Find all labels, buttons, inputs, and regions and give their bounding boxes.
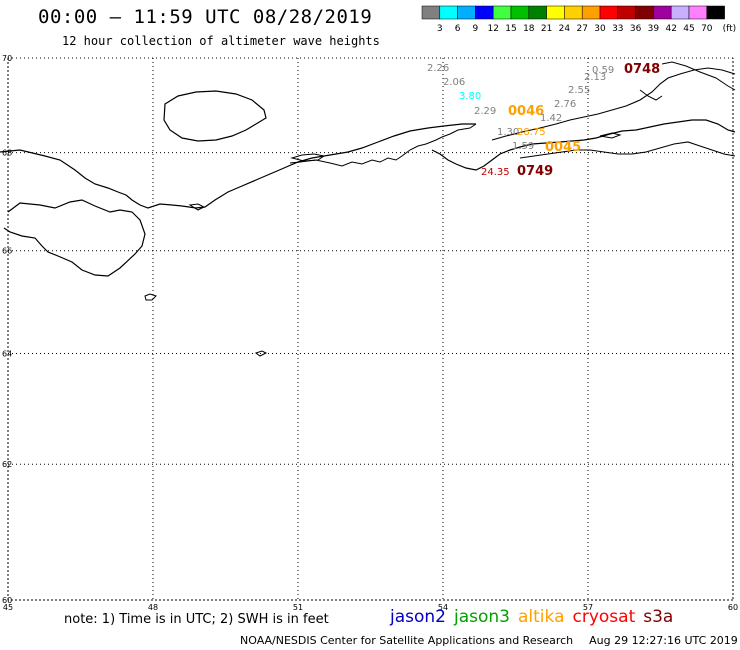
legend-bin-label: 33 [612, 24, 623, 34]
wave-height-label: 2.29 [474, 106, 496, 117]
page-subtitle: 12 hour collection of altimeter wave hei… [62, 34, 380, 48]
legend-bin-label: 21 [541, 24, 552, 34]
axis-tick-labels: 45 48 51 54 57 60 70 68 66 64 62 60 [2, 54, 738, 612]
wave-height-label: 0045 [545, 140, 581, 155]
lat-tick-label: 66 [2, 247, 12, 256]
wave-height-label: 0748 [624, 62, 660, 77]
wave-height-label: 0.59 [592, 65, 614, 76]
legend-unit: (ft) [723, 24, 737, 34]
generated-timestamp: Aug 29 12:27:16 UTC 2019 [589, 634, 738, 647]
footer-credit: NOAA/NESDIS Center for Satellite Applica… [240, 634, 738, 647]
satellite-name: altika [518, 607, 565, 627]
wave-height-label: 28.75 [517, 127, 546, 138]
lat-tick-label: 70 [2, 54, 12, 63]
legend-swatch [706, 5, 725, 20]
satellite-name: s3a [643, 607, 674, 627]
wave-height-label: 2.06 [443, 77, 465, 88]
wave-height-label: 3.80 [459, 91, 481, 102]
lat-lon-grid [7, 57, 734, 601]
legend-bin-label: 27 [576, 24, 587, 34]
legend-bin-label: 9 [473, 24, 479, 34]
satellite-name: jason2 [390, 607, 446, 627]
lon-tick-label: 57 [583, 603, 593, 612]
legend-bin-label: 3 [437, 24, 443, 34]
lon-tick-label: 48 [148, 603, 158, 612]
legend-bin-label: 12 [487, 24, 498, 34]
legend-bin-label: 24 [559, 24, 571, 34]
wave-height-label: 1.30 [497, 127, 519, 138]
footer-note: note: 1) Time is in UTC; 2) SWH is in fe… [64, 612, 329, 627]
wave-height-label: 0749 [517, 164, 553, 179]
legend-bin-label: 18 [523, 24, 535, 34]
lon-tick-label: 45 [3, 603, 13, 612]
lat-tick-label: 68 [2, 149, 12, 158]
legend-bin-label: 36 [630, 24, 642, 34]
satellite-name: jason3 [454, 607, 510, 627]
wave-height-label: 2.55 [568, 85, 590, 96]
lat-tick-label: 60 [2, 596, 12, 605]
wave-height-label: 24.35 [481, 167, 510, 178]
legend-bin-label: 39 [648, 24, 660, 34]
credit-text: NOAA/NESDIS Center for Satellite Applica… [240, 634, 574, 647]
lon-tick-label: 54 [438, 603, 448, 612]
legend-bin-label: 30 [594, 24, 606, 34]
lon-tick-label: 60 [728, 603, 738, 612]
wave-height-label: 0046 [508, 104, 544, 119]
legend-bin-label: 70 [701, 24, 713, 34]
wave-height-label: 1.42 [540, 113, 562, 124]
satellite-name: cryosat [572, 607, 636, 627]
legend-bin-label: 6 [455, 24, 461, 34]
lon-tick-label: 51 [293, 603, 303, 612]
page-title: 00:00 – 11:59 UTC 08/28/2019 [38, 6, 373, 28]
coastline [0, 61, 736, 357]
wave-height-label: 2.76 [554, 99, 576, 110]
color-legend: 3 6 9 12 15 18 21 24 27 30 33 36 39 42 45 70 (ft) [421, 5, 737, 34]
wave-height-label: 1.59 [512, 141, 534, 152]
satellite-legend: jason2 jason3 altika cryosat s3a [390, 607, 681, 627]
legend-bin-label: 42 [665, 24, 676, 34]
legend-bin-label: 45 [683, 24, 694, 34]
lat-tick-label: 62 [2, 460, 12, 469]
lat-tick-label: 64 [2, 350, 12, 359]
wave-height-label: 2.26 [427, 63, 449, 74]
wave-height-label: 2.13 [584, 72, 606, 83]
legend-bin-label: 15 [505, 24, 516, 34]
